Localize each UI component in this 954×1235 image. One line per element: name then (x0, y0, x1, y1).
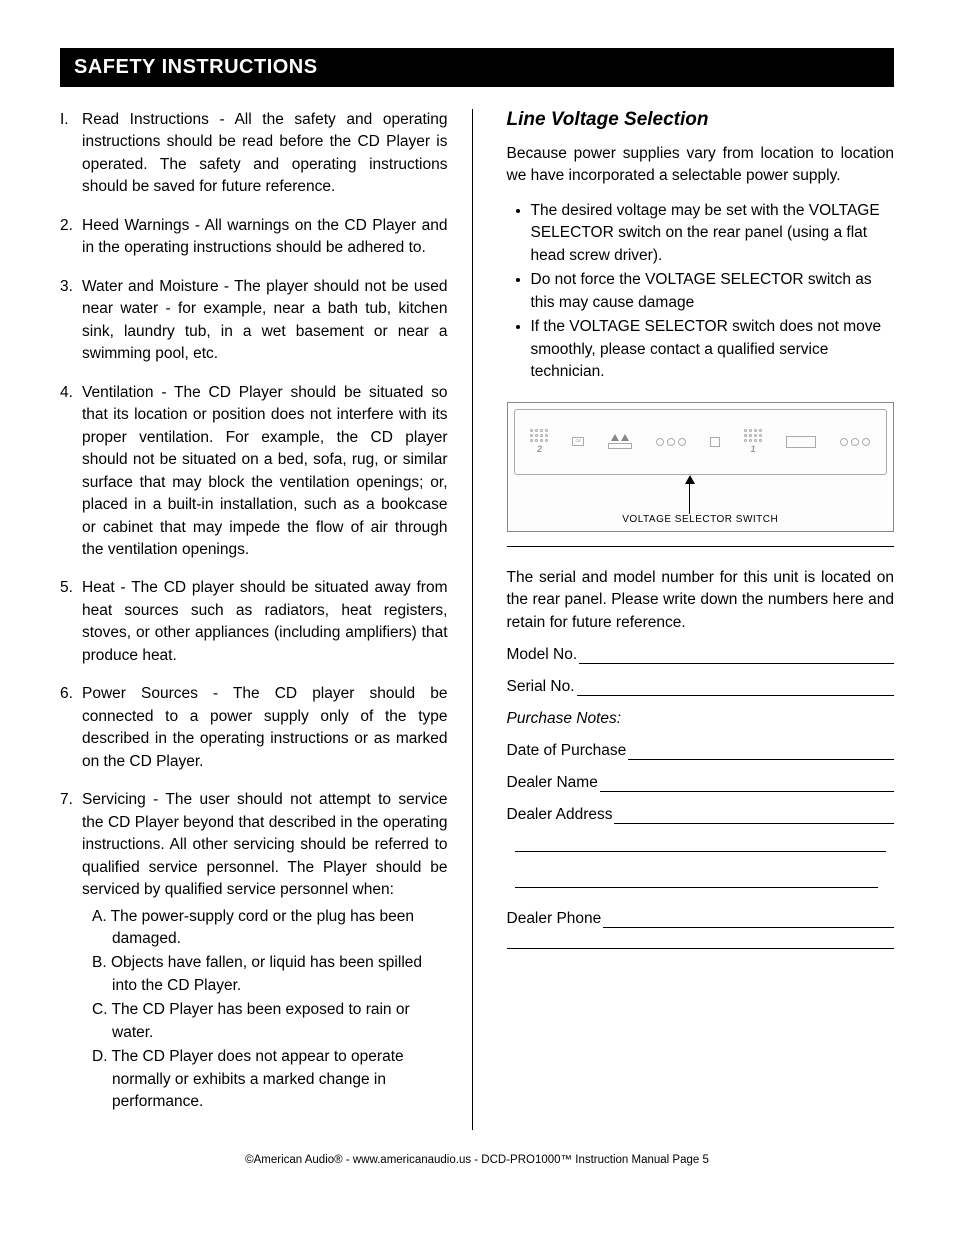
diagram-caption: VOLTAGE SELECTOR SWITCH (508, 514, 894, 525)
voltage-bullets: The desired voltage may be set with the … (507, 200, 895, 384)
left-column: I. Read Instructions - All the safety and… (60, 109, 473, 1130)
serial-info-text: The serial and model number for this uni… (507, 567, 895, 634)
instruction-item: 3. Water and Moisture - The player should… (60, 276, 448, 366)
item-number: 6. (60, 683, 73, 705)
item-text: Heed Warnings - All warnings on the CD P… (82, 217, 448, 256)
warning-triangles-icon (611, 434, 629, 441)
blank-underline (515, 838, 887, 852)
instruction-item: 6. Power Sources - The CD player should b… (60, 683, 448, 773)
field-label: Dealer Name (507, 774, 598, 792)
ce-label-icon: CE (572, 437, 584, 445)
servicing-sublist: A. The power-supply cord or the plug has… (82, 906, 448, 1114)
blank-underline (577, 682, 894, 696)
item-number: 3. (60, 276, 73, 298)
content-columns: I. Read Instructions - All the safety and… (60, 109, 894, 1130)
item-number: 5. (60, 577, 73, 599)
safety-list: I. Read Instructions - All the safety and… (60, 109, 448, 1114)
voltage-intro: Because power supplies vary from locatio… (507, 143, 895, 188)
item-number: 2. (60, 215, 73, 237)
dealer-name-field: Dealer Name (507, 774, 895, 792)
item-text: Read Instructions - All the safety and o… (82, 111, 448, 195)
right-column: Line Voltage Selection Because power sup… (503, 109, 895, 1130)
instruction-item: 5. Heat - The CD player should be situate… (60, 577, 448, 667)
instruction-item: 4. Ventilation - The CD Player should be … (60, 382, 448, 562)
model-no-field: Model No. (507, 646, 895, 664)
sub-item: D. The CD Player does not appear to oper… (92, 1046, 448, 1113)
serial-no-field: Serial No. (507, 678, 895, 696)
panel-graphic: 2 CE 1 (514, 409, 888, 475)
blank-underline (614, 810, 894, 824)
blank-underline (603, 914, 894, 928)
sub-item: C. The CD Player has been exposed to rai… (92, 999, 448, 1044)
instruction-item: I. Read Instructions - All the safety and… (60, 109, 448, 199)
item-text: Heat - The CD player should be situated … (82, 579, 448, 663)
blank-underline (600, 778, 894, 792)
sub-item: A. The power-supply cord or the plug has… (92, 906, 448, 951)
voltage-bullet: If the VOLTAGE SELECTOR switch does not … (531, 316, 895, 383)
dealer-address-field: Dealer Address (507, 806, 895, 824)
voltage-title: Line Voltage Selection (507, 109, 895, 131)
pointer-arrow-icon (685, 475, 695, 514)
item-text: Servicing - The user should not attempt … (82, 791, 448, 898)
rear-panel-diagram: 2 CE 1 (507, 402, 895, 532)
item-number: I. (60, 109, 69, 131)
purchase-notes-title: Purchase Notes: (507, 710, 895, 728)
voltage-selector-icon (710, 437, 720, 447)
instruction-item: 7. Servicing - The user should not attemp… (60, 789, 448, 1114)
item-text: Ventilation - The CD Player should be si… (82, 384, 448, 558)
divider (507, 948, 895, 949)
voltage-bullet: Do not force the VOLTAGE SELECTOR switch… (531, 269, 895, 314)
field-label: Model No. (507, 646, 578, 664)
section-header: SAFETY INSTRUCTIONS (60, 48, 894, 87)
field-label: Date of Purchase (507, 742, 627, 760)
voltage-bullet: The desired voltage may be set with the … (531, 200, 895, 267)
page-footer: ©American Audio® - www.americanaudio.us … (60, 1154, 894, 1166)
item-number: 7. (60, 789, 73, 811)
blank-underline (515, 874, 879, 888)
dealer-phone-field: Dealer Phone (507, 910, 895, 928)
sub-item: B. Objects have fallen, or liquid has be… (92, 952, 448, 997)
field-label: Dealer Address (507, 806, 613, 824)
field-label: Dealer Phone (507, 910, 602, 928)
date-field: Date of Purchase (507, 742, 895, 760)
item-number: 4. (60, 382, 73, 404)
blank-underline (628, 746, 894, 760)
divider (507, 546, 895, 547)
item-text: Power Sources - The CD player should be … (82, 685, 448, 769)
field-label: Serial No. (507, 678, 575, 696)
instruction-item: 2. Heed Warnings - All warnings on the CD… (60, 215, 448, 260)
item-text: Water and Moisture - The player should n… (82, 278, 448, 362)
blank-underline (579, 650, 894, 664)
